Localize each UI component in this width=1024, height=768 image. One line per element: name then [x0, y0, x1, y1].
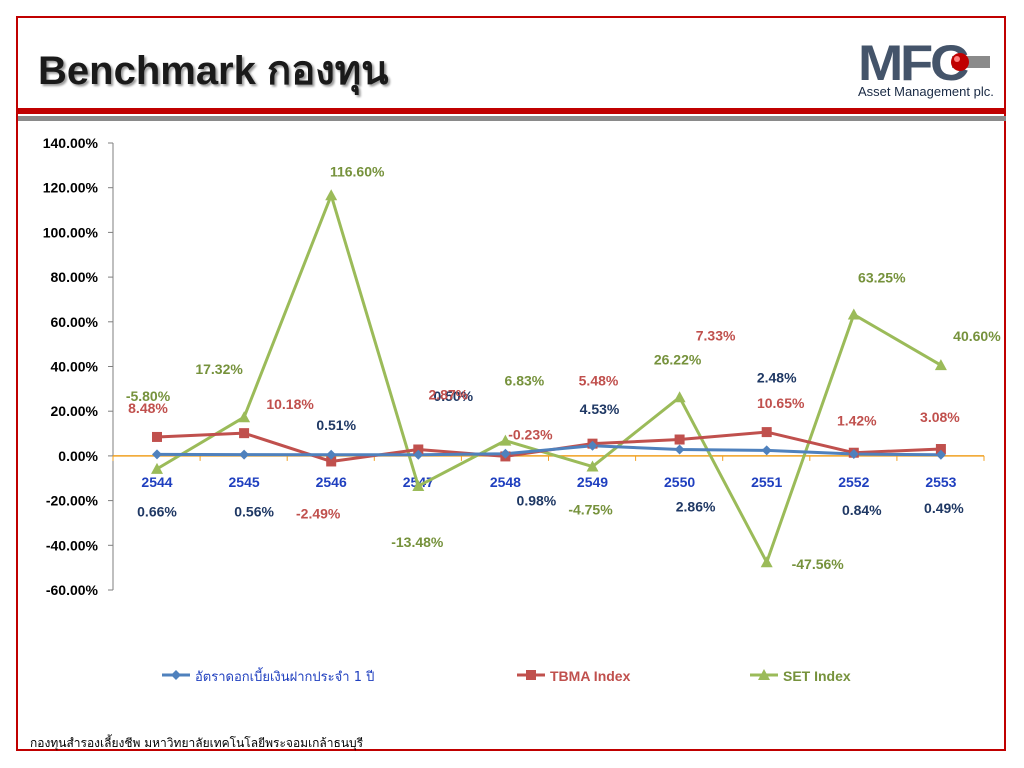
data-point [674, 434, 685, 445]
data-label: 4.53% [580, 401, 620, 417]
data-label: 17.32% [195, 361, 243, 377]
data-label: 0.49% [924, 500, 964, 516]
y-tick-label: 60.00% [51, 314, 99, 330]
data-point [935, 444, 946, 455]
data-point [326, 456, 337, 467]
data-point [935, 449, 946, 460]
data-point [760, 556, 773, 568]
legend-marker [526, 670, 536, 680]
x-tick-label: 2551 [751, 474, 782, 490]
header-divider-gray [18, 116, 1006, 121]
data-label: 26.22% [654, 351, 702, 367]
data-label: 0.51% [316, 417, 356, 433]
data-point [325, 189, 338, 201]
data-point [238, 411, 251, 423]
series-line [156, 444, 941, 457]
mfc-logo: MFC [858, 35, 990, 91]
data-label: 63.25% [858, 270, 906, 286]
y-tick-label: 40.00% [51, 359, 99, 375]
logo-dot-highlight [954, 56, 960, 62]
y-tick-label: 0.00% [58, 448, 98, 464]
data-point [239, 428, 250, 439]
data-point [326, 449, 337, 460]
legend-marker [758, 669, 770, 680]
data-point [847, 308, 860, 320]
data-label: -47.56% [792, 556, 845, 572]
data-label: 0.98% [517, 493, 557, 509]
data-label: -4.75% [568, 502, 613, 518]
data-label: 0.66% [137, 503, 177, 519]
data-point [412, 480, 425, 492]
y-tick-label: 140.00% [43, 135, 99, 151]
x-tick-label: 2552 [838, 474, 869, 490]
x-tick-label: 2545 [229, 474, 260, 490]
logo-subtitle: Asset Management plc. [858, 84, 994, 99]
data-label: 1.42% [837, 413, 877, 429]
data-label: 2.87% [428, 386, 468, 402]
y-tick-label: -40.00% [46, 537, 99, 553]
data-label: 10.18% [266, 396, 314, 412]
data-label: 5.48% [579, 373, 619, 389]
data-point [499, 434, 512, 446]
data-label: 6.83% [505, 373, 545, 389]
series-line [156, 193, 942, 564]
data-label: -0.23% [508, 426, 553, 442]
data-label: 0.56% [234, 504, 274, 520]
legend-label: SET Index [783, 668, 851, 684]
page-title: Benchmark กองทุน [38, 49, 389, 93]
data-label: 3.08% [920, 409, 960, 425]
data-point [586, 460, 599, 472]
data-point [848, 449, 859, 460]
slide-frame [16, 16, 1006, 751]
y-tick-label: 100.00% [43, 224, 99, 240]
data-point [151, 462, 163, 474]
x-tick-label: 2553 [925, 474, 956, 490]
data-label: 0.84% [842, 502, 882, 518]
x-tick-label: 2548 [490, 474, 521, 490]
data-label: 2.86% [676, 499, 716, 515]
data-point [587, 440, 598, 451]
data-label: 8.48% [128, 400, 168, 416]
data-point [152, 431, 162, 442]
footer-text: กองทุนสำรองเลี้ยงชีพ มหาวิทยาลัยเทคโนโลย… [30, 736, 364, 750]
data-label: -2.49% [296, 505, 341, 521]
x-tick-label: 2550 [664, 474, 695, 490]
header-divider-red [18, 108, 1006, 114]
data-label: 40.60% [953, 328, 1001, 344]
y-tick-label: -20.00% [46, 493, 99, 509]
data-label: 10.65% [757, 395, 805, 411]
data-point [413, 449, 424, 460]
data-point [413, 444, 424, 455]
data-point [673, 391, 686, 403]
data-label: 7.33% [696, 328, 736, 344]
legend-marker [171, 670, 181, 680]
data-label: 116.60% [330, 163, 385, 179]
data-point [239, 449, 250, 460]
y-tick-label: -60.00% [46, 582, 99, 598]
data-label: 2.48% [757, 369, 797, 385]
y-tick-label: 20.00% [51, 403, 99, 419]
y-tick-label: 80.00% [51, 269, 99, 285]
data-point [674, 444, 685, 455]
x-tick-label: 2549 [577, 474, 608, 490]
y-tick-label: 120.00% [43, 180, 99, 196]
data-point [761, 427, 772, 438]
data-point [500, 448, 511, 459]
data-point [934, 359, 947, 371]
data-label: 0.50% [433, 388, 473, 404]
data-point [761, 445, 772, 456]
x-tick-label: 2544 [141, 474, 172, 490]
legend-label: อัตราดอกเบี้ยเงินฝากประจำ 1 ปี [195, 667, 374, 685]
data-point [152, 449, 162, 460]
legend-label: TBMA Index [550, 668, 631, 684]
data-label: -13.48% [391, 534, 444, 550]
data-label: -5.80% [126, 388, 171, 404]
x-tick-label: 2546 [316, 474, 347, 490]
